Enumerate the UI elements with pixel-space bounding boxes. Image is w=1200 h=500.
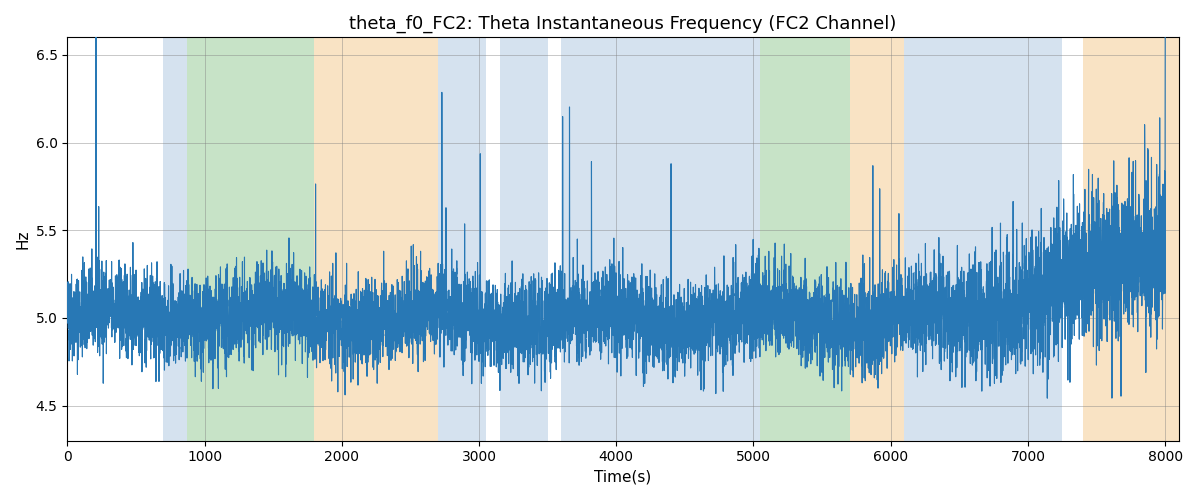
Bar bbox=[187, 38, 314, 440]
Bar bbox=[438, 38, 486, 440]
Bar bbox=[314, 38, 438, 440]
Bar bbox=[1082, 38, 1178, 440]
Bar bbox=[733, 38, 761, 440]
X-axis label: Time(s): Time(s) bbox=[594, 470, 652, 485]
Bar bbox=[761, 38, 850, 440]
Bar bbox=[905, 38, 1062, 440]
Title: theta_f0_FC2: Theta Instantaneous Frequency (FC2 Channel): theta_f0_FC2: Theta Instantaneous Freque… bbox=[349, 15, 896, 34]
Bar bbox=[163, 38, 187, 440]
Y-axis label: Hz: Hz bbox=[16, 230, 30, 249]
Bar bbox=[850, 38, 905, 440]
Bar bbox=[499, 38, 547, 440]
Bar bbox=[562, 38, 733, 440]
